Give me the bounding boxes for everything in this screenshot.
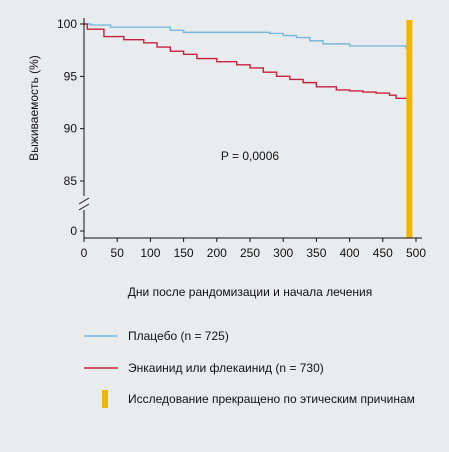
legend-label-2: Энкаинид или флекаинид (n = 730) <box>128 361 324 375</box>
y-axis-break-mark-1 <box>78 197 90 205</box>
study-stopped-marker <box>406 20 413 238</box>
legend-marker-stop <box>102 390 108 408</box>
x-tick-label: 200 <box>207 246 227 260</box>
y-axis-break-mark-2 <box>78 203 90 211</box>
x-tick-label: 500 <box>406 246 426 260</box>
y-tick-label: 95 <box>64 69 78 83</box>
x-tick-label: 100 <box>140 246 160 260</box>
x-tick-label: 350 <box>306 246 326 260</box>
axes: 85 90 95 100 00 50 100 150 200 250 300 350 400 450 500… <box>27 17 426 299</box>
y-axis-title: Выживаемость (%) <box>27 55 41 161</box>
x-tick-label: 250 <box>240 246 260 260</box>
y-tick-label: 100 <box>57 17 77 31</box>
legend: Плацебо (n = 725) Энкаинид или флекаинид … <box>84 329 415 408</box>
x-tick-label: 400 <box>340 246 360 260</box>
y-tick-label: 0 <box>70 224 77 238</box>
y-tick-label: 85 <box>64 174 78 188</box>
series-line-1 <box>84 23 409 53</box>
p-value-annotation: P = 0,0006 <box>221 149 279 163</box>
legend-label-stop: Исследование прекращено по этическим при… <box>128 392 415 406</box>
y-tick-label: 90 <box>64 122 78 136</box>
plot-area: P = 0,0006 <box>84 20 413 238</box>
x-tick-label: 0 <box>81 246 88 260</box>
x-tick-label: 150 <box>174 246 194 260</box>
series-line-2 <box>84 23 409 101</box>
x-tick-label: 300 <box>273 246 293 260</box>
x-axis-title: Дни после рандомизации и начала лечения <box>128 285 372 299</box>
x-tick-label: 50 <box>111 246 125 260</box>
x-tick-label: 450 <box>373 246 393 260</box>
legend-label-1: Плацебо (n = 725) <box>128 329 229 343</box>
